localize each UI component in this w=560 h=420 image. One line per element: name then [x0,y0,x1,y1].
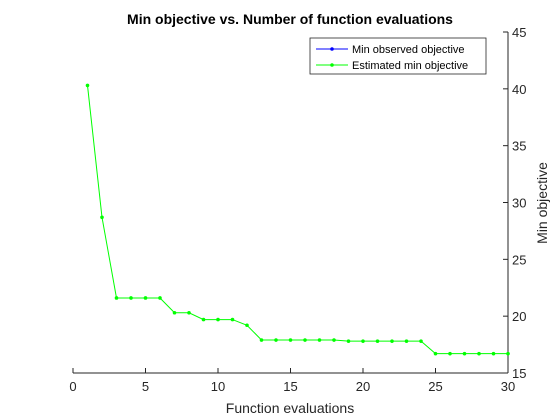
y-tick-label: 25 [512,252,526,267]
legend-label: Estimated min objective [352,60,468,72]
legend-box [309,37,487,75]
data-point [216,317,220,322]
data-point [462,351,467,356]
data-point [172,310,177,315]
y-tick-label: 35 [512,139,526,154]
data-point [375,339,380,343]
data-point [317,338,322,342]
x-tick-label: 15 [283,379,297,394]
x-tick-label: 30 [501,379,515,394]
data-point [448,351,452,356]
y-axis-label: Min objective [534,162,550,244]
data-point [288,338,293,342]
legend-marker [330,63,334,67]
y-tick-label: 15 [512,366,526,381]
data-point [390,339,394,343]
data-point [259,338,264,342]
data-point [477,351,481,356]
data-point [506,351,510,356]
data-point [201,317,206,322]
legend-label: Min observed objective [352,44,465,56]
data-point [158,296,162,300]
y-tick-label: 20 [512,309,526,324]
x-tick-label: 20 [356,379,370,394]
data-point [346,339,351,343]
chart-title: Min objective vs. Number of function eva… [127,11,453,27]
data-point [85,83,90,88]
y-tick-label: 30 [512,196,526,211]
x-tick-label: 5 [142,379,149,394]
data-point [491,351,496,356]
data-point [274,338,278,342]
data-point [245,323,249,328]
series-line [87,85,508,355]
data-point [230,317,235,322]
data-point [433,351,438,356]
data-point [114,296,119,300]
legend-marker [330,47,334,51]
data-point [143,296,148,300]
data-point [361,339,365,343]
y-tick-label: 45 [512,25,526,40]
data-point [303,338,307,342]
data-point [404,339,409,343]
y-tick-label: 40 [512,82,526,97]
data-point [100,215,104,220]
x-axis-label: Function evaluations [226,400,354,416]
data-point [187,310,191,315]
data-point [419,339,423,343]
data-point [129,296,133,300]
x-tick-label: 25 [428,379,442,394]
data-point [332,338,336,342]
x-tick-label: 10 [211,379,225,394]
x-tick-label: 0 [69,379,76,394]
